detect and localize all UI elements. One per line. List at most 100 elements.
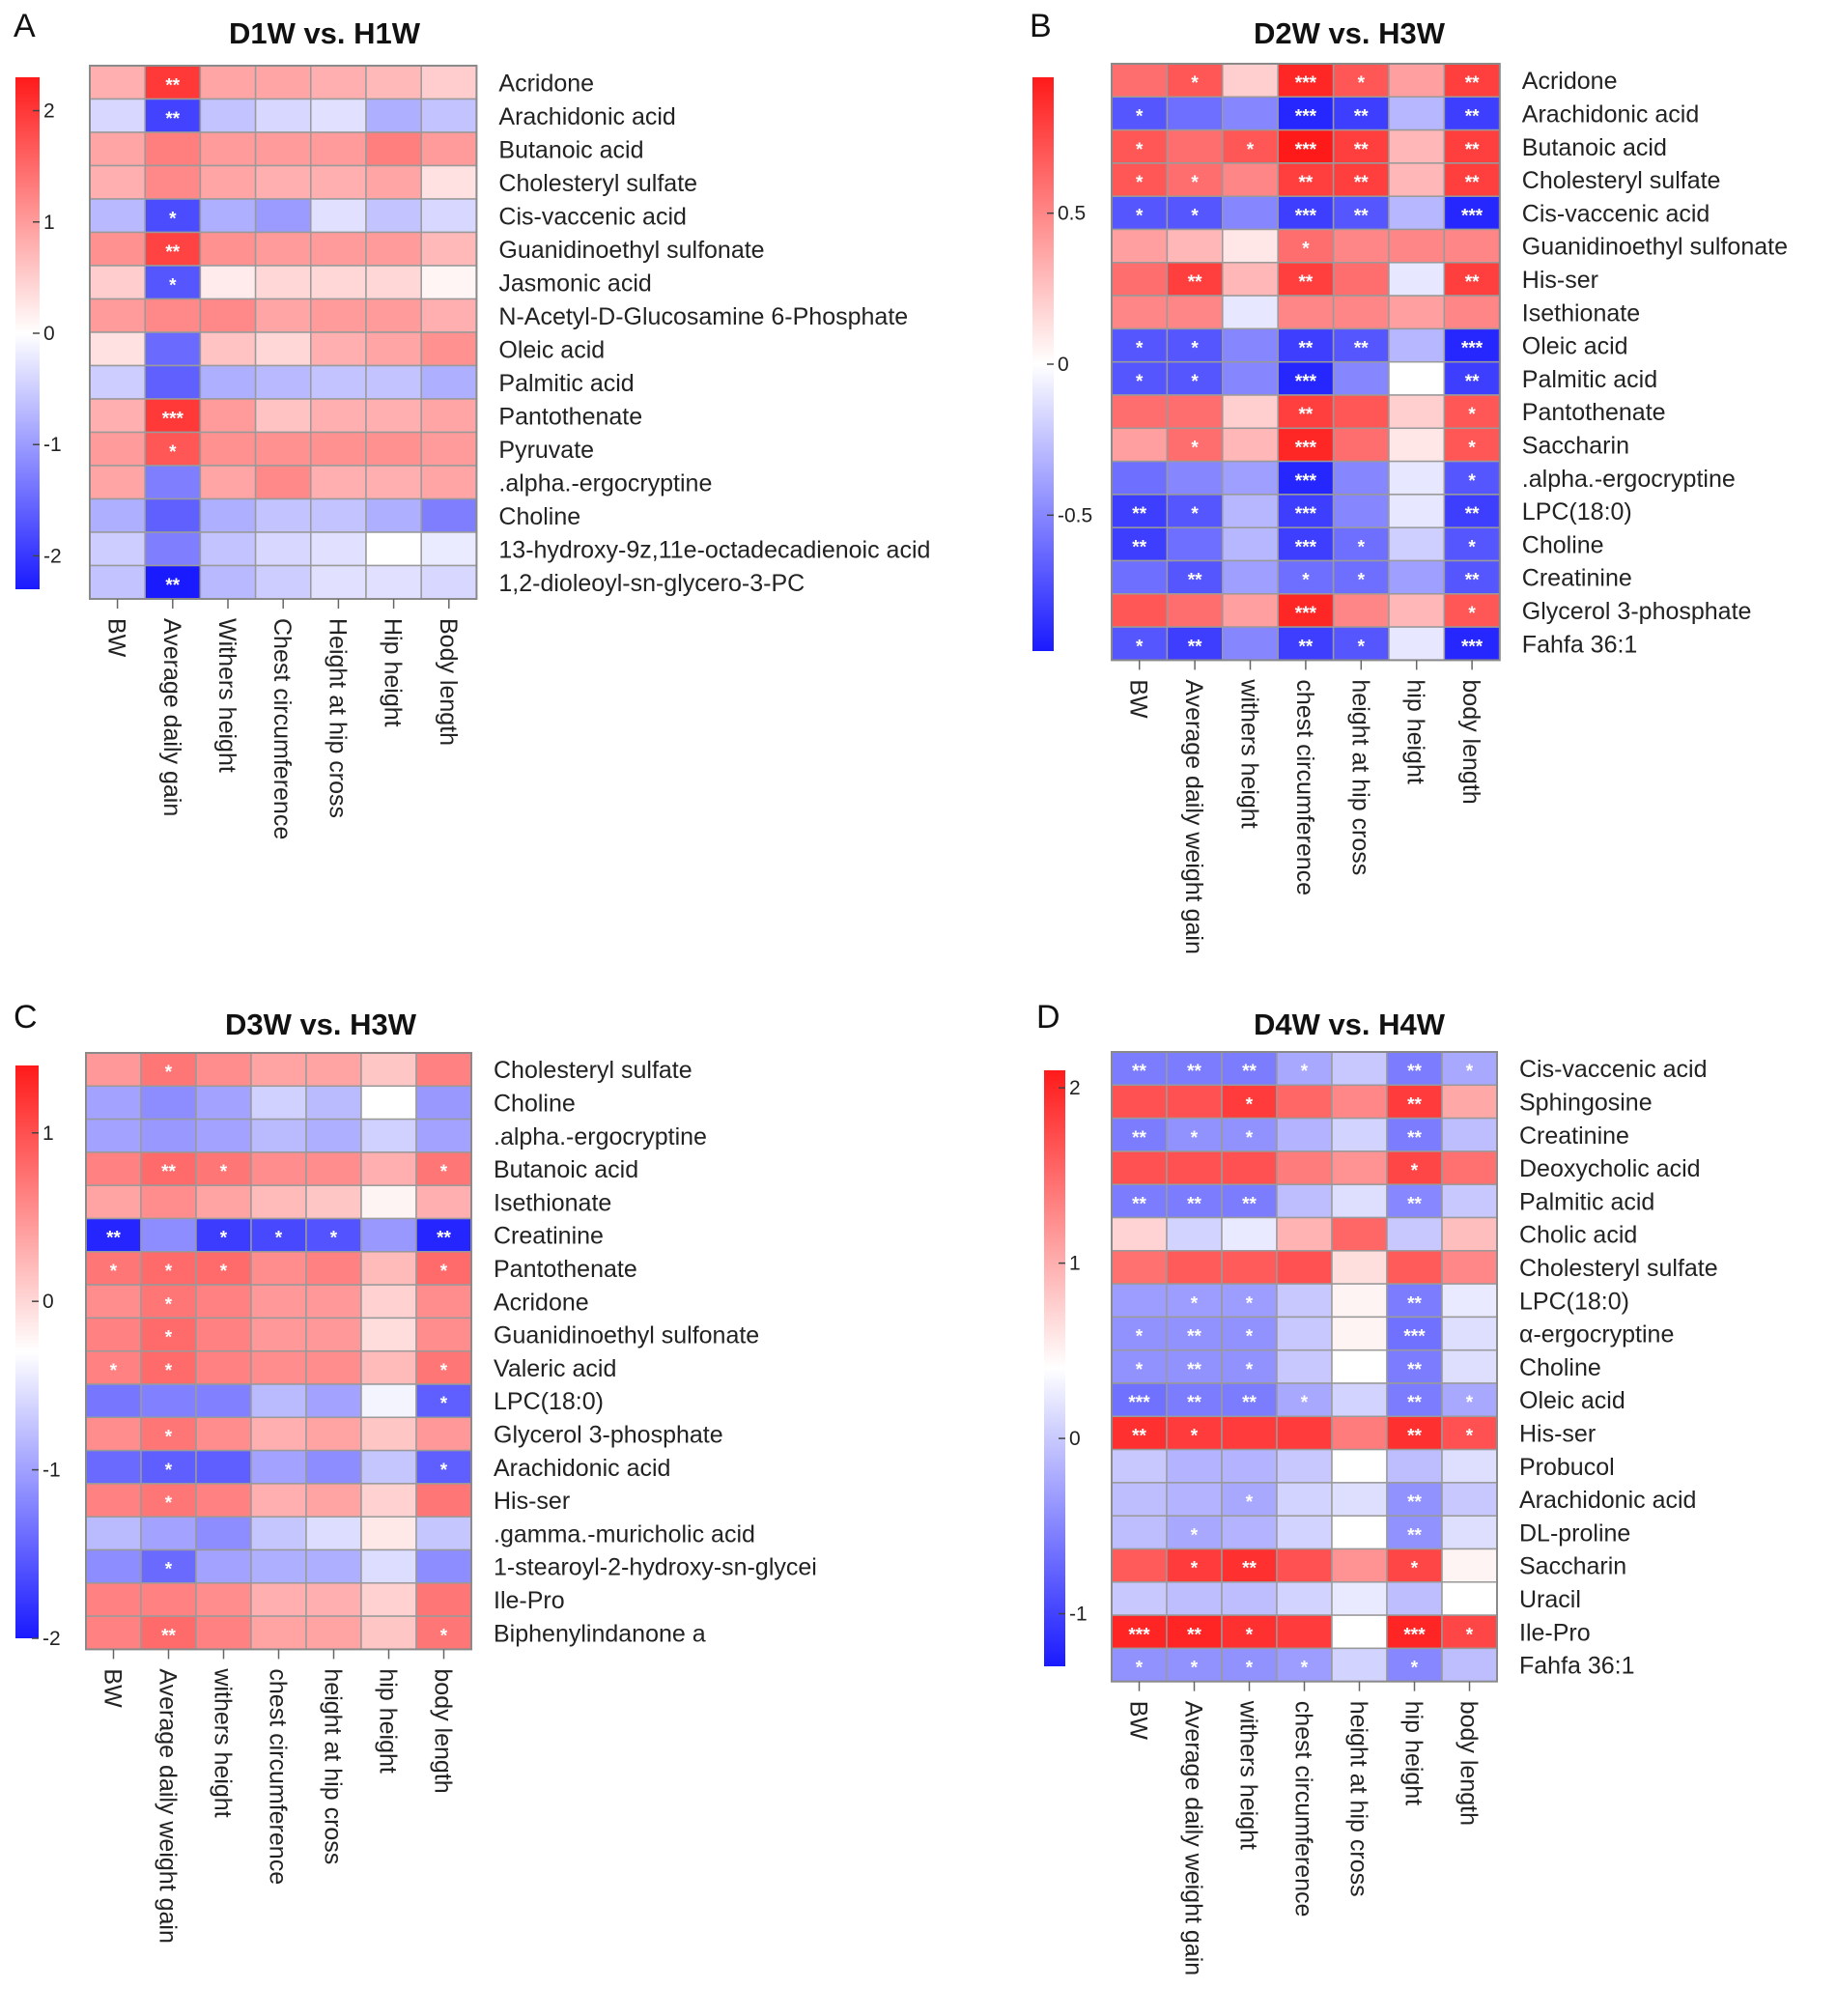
significance-mark: **	[437, 1229, 451, 1249]
heatmap-cell	[305, 1184, 362, 1220]
colorbar-tick-label: 1	[43, 212, 55, 234]
heatmap-cell	[1111, 1547, 1168, 1583]
heatmap-cell	[254, 364, 312, 400]
significance-mark: *	[1246, 1659, 1254, 1679]
heatmap-cell	[1222, 626, 1279, 662]
colorbar-tick-label: 0	[42, 1291, 54, 1313]
row-label: Ile-Pro	[494, 1587, 565, 1614]
heatmap-cell	[250, 1615, 307, 1651]
significance-mark: **	[1299, 637, 1314, 657]
panel-c: C D3W vs. H3W *** * *** * * * *** * * **** * **** **…	[14, 999, 817, 1944]
heatmap-cell	[1388, 262, 1446, 297]
colorbar-tick-label: -2	[42, 1628, 61, 1650]
heatmap-cell	[1388, 526, 1446, 562]
row-label: Fahfa 36:1	[1522, 631, 1638, 658]
heatmap-cell	[1221, 1150, 1278, 1185]
significance-mark: **	[1132, 1062, 1146, 1082]
heatmap-cell	[89, 231, 146, 267]
significance-mark: **	[1407, 1360, 1422, 1380]
heatmap-cell	[1388, 593, 1446, 628]
heatmap-cell	[1331, 1316, 1388, 1351]
heatmap-cell	[1331, 1051, 1388, 1087]
column-label: Chest circumference	[268, 618, 296, 839]
heatmap-cell	[1441, 1382, 1498, 1418]
heatmap-cell	[420, 564, 478, 600]
heatmap-cell	[199, 364, 257, 400]
heatmap-cell	[199, 497, 257, 533]
heatmap-cell	[1222, 96, 1279, 131]
heatmap-cell	[415, 1349, 472, 1385]
heatmap-cell	[199, 164, 257, 200]
row-label: Guanidinoethyl sulfonate	[498, 237, 764, 264]
heatmap-cell	[254, 198, 312, 234]
column-label: BW	[99, 1668, 127, 1708]
heatmap-cell	[360, 1118, 417, 1153]
heatmap-cell	[199, 231, 257, 267]
heatmap-cell	[420, 231, 478, 267]
heatmap-cell	[1332, 427, 1390, 463]
heatmap-cell	[1441, 1482, 1498, 1517]
row-label: LPC(18:0)	[494, 1388, 604, 1415]
heatmap-cell	[310, 198, 367, 234]
heatmap-cell	[85, 1516, 142, 1551]
significance-mark: *	[1136, 372, 1144, 392]
heatmap-cell	[1332, 460, 1390, 496]
heatmap-cell	[1166, 394, 1224, 430]
row-label: Saccharin	[1519, 1553, 1626, 1580]
heatmap-cell	[305, 1317, 362, 1352]
significance-mark: **	[1407, 1426, 1422, 1446]
heatmap-cell	[85, 1151, 142, 1186]
heatmap-cell	[1222, 228, 1279, 264]
row-label: Choline	[1519, 1354, 1601, 1381]
row-label: Arachidonic acid	[1522, 100, 1699, 128]
heatmap-cell	[1221, 1448, 1278, 1484]
heatmap-cell	[1166, 1316, 1223, 1351]
colorbar-tick-label: 2	[1069, 1077, 1081, 1099]
row-label: Cholesteryl sulfate	[494, 1057, 692, 1084]
row-label: Cis-vaccenic acid	[1522, 200, 1710, 227]
heatmap-cell	[1388, 295, 1446, 330]
heatmap-cell	[254, 131, 312, 167]
significance-mark: **	[1299, 405, 1314, 425]
heatmap-cell	[305, 1582, 362, 1617]
heatmap-cell	[1332, 162, 1390, 197]
heatmap-cell	[365, 65, 422, 100]
heatmap-cell	[254, 497, 312, 533]
heatmap-cell	[1332, 360, 1390, 396]
significance-mark: *	[1191, 372, 1199, 392]
column-label: Withers height	[213, 618, 240, 773]
heatmap-cell	[365, 265, 422, 300]
heatmap-cell	[1111, 1482, 1168, 1517]
significance-mark: *	[440, 1461, 448, 1481]
significance-mark: *	[165, 1461, 173, 1481]
significance-mark: ***	[1295, 206, 1317, 226]
heatmap-cell	[140, 1217, 197, 1253]
heatmap-cell	[1388, 128, 1446, 164]
heatmap-cell	[1443, 96, 1501, 131]
heatmap-cell	[415, 1483, 472, 1518]
heatmap-cell	[89, 398, 146, 434]
heatmap-cell	[250, 1251, 307, 1286]
significance-mark: **	[1132, 1194, 1146, 1214]
column-label: hip height	[375, 1668, 402, 1773]
heatmap-cell	[360, 1582, 417, 1617]
heatmap-cell	[360, 1349, 417, 1385]
heatmap-cell	[1332, 96, 1390, 131]
heatmap-cell	[415, 1582, 472, 1617]
heatmap-cell	[1441, 1283, 1498, 1319]
row-label: Biphenylindanone a	[494, 1620, 706, 1647]
heatmap-cell	[199, 331, 257, 367]
heatmap-cell	[360, 1483, 417, 1518]
column-label: withers height	[210, 1667, 237, 1817]
heatmap-cell	[250, 1548, 307, 1584]
heatmap-cell	[420, 164, 478, 200]
heatmap-cell	[305, 1085, 362, 1121]
heatmap-cell	[1277, 593, 1335, 628]
significance-mark: ***	[1295, 106, 1317, 127]
heatmap-cell	[415, 1317, 472, 1352]
significance-mark: **	[1465, 571, 1480, 591]
heatmap-cell	[1331, 1250, 1388, 1285]
heatmap-cell	[195, 1582, 252, 1617]
row-label: .alpha.-ergocryptine	[1522, 466, 1736, 493]
row-label: Guanidinoethyl sulfonate	[1522, 234, 1788, 261]
